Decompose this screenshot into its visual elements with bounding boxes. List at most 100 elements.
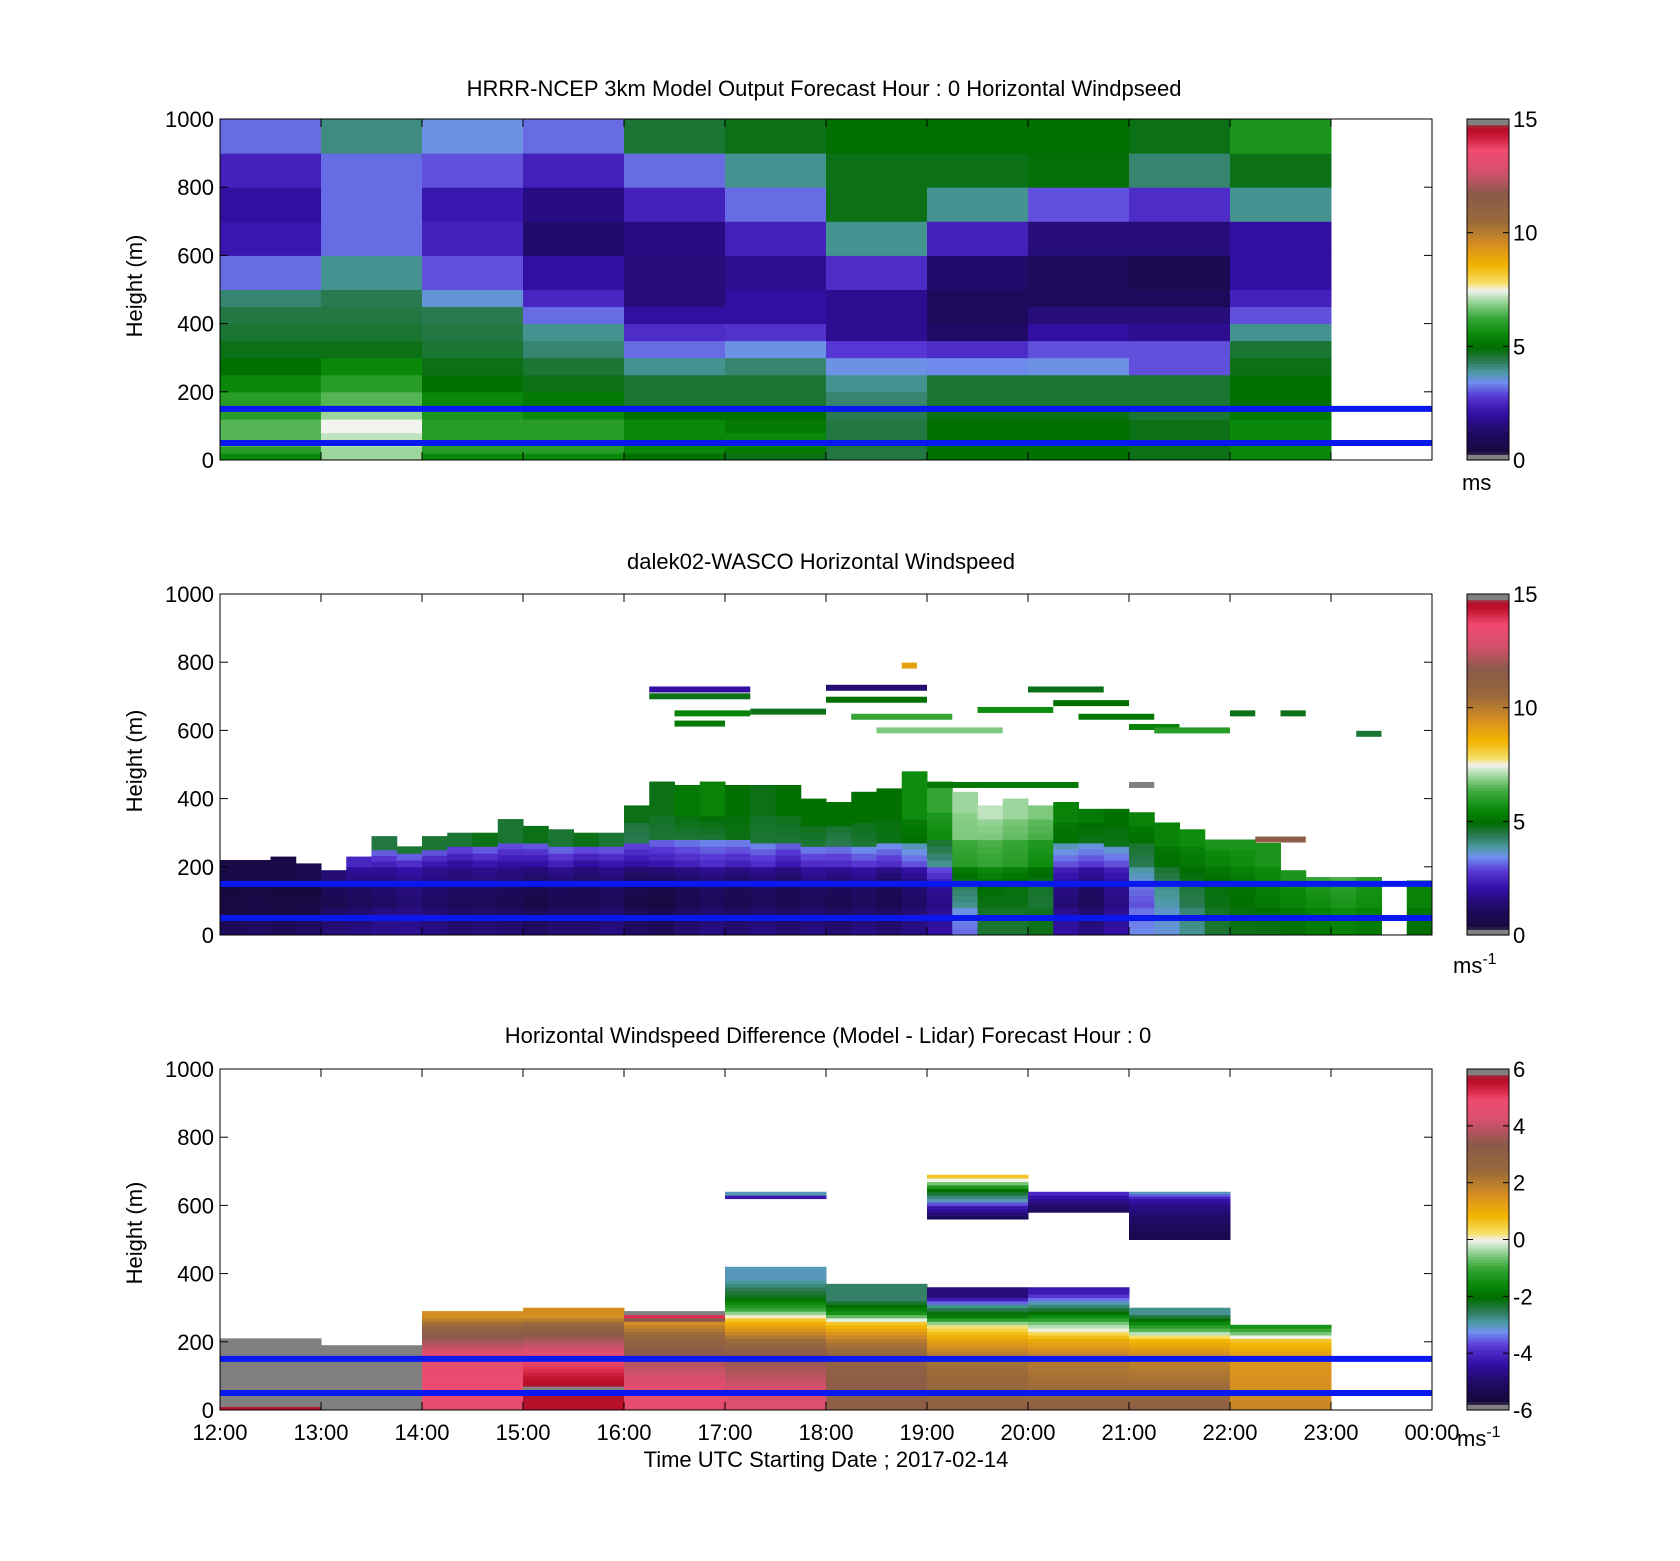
colorbar-swatch	[1467, 1245, 1509, 1249]
heatmap-cell	[321, 323, 423, 342]
lidar-cell	[1103, 872, 1130, 879]
colorbar-swatch	[1467, 1242, 1509, 1246]
lidar-cell	[321, 870, 347, 878]
colorbar-swatch	[1467, 639, 1509, 643]
difference-cell	[927, 1321, 1029, 1326]
lidar-cell	[977, 901, 1004, 909]
lidar-cell	[573, 853, 600, 861]
difference-cell	[422, 1338, 524, 1343]
lidar-cell	[1028, 859, 1054, 868]
lidar-cell	[699, 872, 726, 879]
lidar-cell	[901, 854, 928, 862]
lidar-cell	[1179, 853, 1206, 861]
xlabel-difference: Time UTC Starting Date ; 2017-02-14	[644, 1447, 1009, 1472]
heatmap-cell	[321, 357, 423, 376]
difference-cell	[1028, 1304, 1130, 1309]
colorbar-swatch	[1467, 1302, 1509, 1306]
lidar-cell	[1028, 928, 1054, 936]
lidar-cell	[1230, 839, 1256, 846]
heatmap-cell	[927, 453, 1029, 461]
lidar-cell	[699, 827, 726, 835]
lidar-cell	[876, 860, 903, 868]
lidar-cell	[321, 901, 347, 909]
difference-cell	[422, 1403, 524, 1408]
x-tick-label: 23:00	[1303, 1420, 1358, 1445]
lidar-cell	[901, 889, 928, 897]
lidar-cell	[977, 872, 1004, 879]
lidar-cell	[826, 921, 852, 929]
difference-cell	[523, 1386, 625, 1391]
colorbar-swatch	[1467, 727, 1509, 731]
lidar-cell	[1129, 921, 1155, 929]
lidar-cell	[1154, 901, 1180, 909]
difference-cell	[826, 1348, 928, 1353]
colorbar-swatch	[1467, 278, 1509, 282]
difference-cell	[826, 1297, 928, 1302]
difference-upper-cell	[1028, 1201, 1130, 1206]
lidar-cell	[750, 860, 776, 868]
lidar-cell	[598, 859, 625, 868]
lidar-cell	[699, 921, 726, 929]
lidar-cell	[1154, 872, 1180, 879]
lidar-cell	[1103, 895, 1130, 903]
lidar-cell	[1331, 928, 1357, 936]
lidar-cell	[447, 866, 473, 873]
difference-cell	[1230, 1348, 1332, 1353]
lidar-cell	[775, 866, 802, 873]
lidar-cell	[220, 866, 246, 875]
difference-cell	[1028, 1403, 1130, 1408]
lidar-cell	[750, 822, 776, 830]
colorbar-swatch	[1467, 1140, 1509, 1144]
lidar-cell	[699, 859, 726, 868]
lidar-cell	[725, 901, 751, 909]
colorbar-swatch	[1467, 866, 1509, 871]
heatmap-cell	[220, 306, 322, 325]
lidar-cell	[422, 849, 448, 856]
difference-cell	[927, 1345, 1029, 1350]
heatmap-cell	[220, 391, 322, 410]
difference-upper-cell	[927, 1212, 1029, 1217]
colorbar-swatch	[1467, 1148, 1509, 1153]
colorbar-swatch	[1467, 622, 1509, 626]
x-tick-label: 17:00	[697, 1420, 752, 1445]
lidar-cell	[1028, 805, 1054, 813]
lidar-cell	[901, 825, 928, 832]
colorbar-swatch	[1467, 246, 1509, 251]
lidar-cell	[1028, 839, 1054, 847]
lidar-cell	[472, 859, 499, 868]
difference-upper-cell	[1129, 1208, 1231, 1213]
colorbar-swatch	[1467, 815, 1509, 820]
difference-cell	[826, 1379, 928, 1384]
difference-cell	[725, 1277, 827, 1281]
heatmap-cell	[1129, 453, 1231, 461]
lidar-cell	[1129, 842, 1155, 850]
difference-cell	[1230, 1382, 1332, 1387]
difference-cell	[826, 1287, 928, 1292]
colorbar-swatch	[1467, 778, 1509, 783]
difference-cell	[523, 1362, 625, 1367]
colorbar-swatch	[1467, 665, 1509, 669]
lidar-cell	[775, 797, 802, 804]
lidar-cell	[901, 842, 928, 850]
colorbar-swatch	[1467, 1270, 1509, 1275]
difference-cell	[1129, 1321, 1231, 1326]
colorbar-swatch	[1467, 1230, 1509, 1235]
difference-upper-cell	[1129, 1236, 1231, 1240]
difference-cell	[1028, 1297, 1130, 1302]
colorbar-swatch	[1467, 750, 1509, 754]
difference-cell	[927, 1328, 1029, 1333]
y-tick-label: 400	[177, 312, 214, 337]
colorbar-swatch	[1467, 400, 1509, 404]
colorbar-swatch	[1467, 178, 1509, 183]
difference-upper-cell	[1129, 1198, 1231, 1203]
lidar-cell	[1204, 849, 1231, 856]
colorbar-swatch	[1467, 1154, 1509, 1158]
lidar-cell	[851, 928, 877, 936]
colorbar-swatch	[1467, 1233, 1509, 1238]
difference-cell	[321, 1372, 423, 1377]
lidar-cell	[1028, 819, 1054, 827]
lidar-cell	[725, 797, 751, 804]
difference-cell	[1129, 1307, 1231, 1312]
lidar-cell	[1204, 883, 1231, 891]
colorbar-swatch	[1467, 457, 1509, 461]
